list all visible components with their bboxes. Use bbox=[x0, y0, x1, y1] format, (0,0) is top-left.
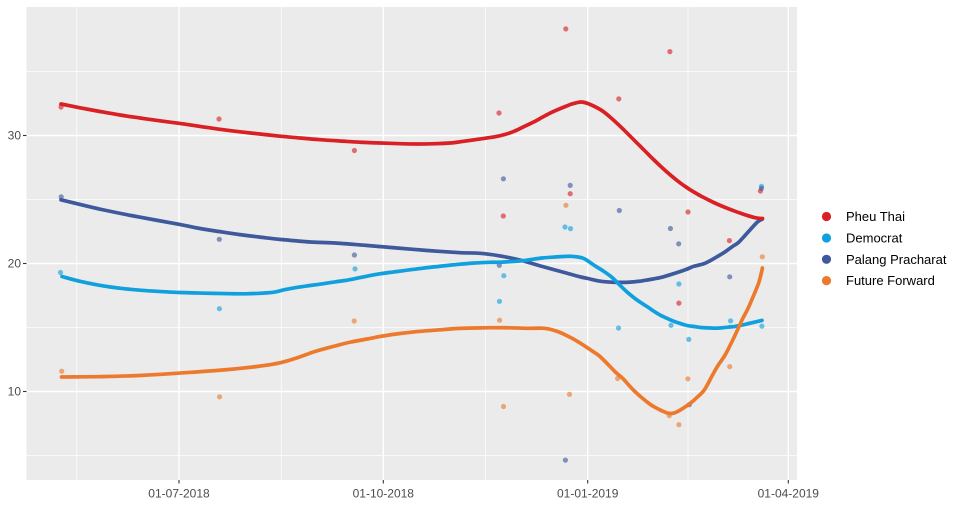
svg-text:Democrat: Democrat bbox=[846, 231, 903, 246]
svg-text:01-01-2019: 01-01-2019 bbox=[557, 487, 619, 501]
svg-text:01-07-2018: 01-07-2018 bbox=[148, 487, 210, 501]
svg-text:20: 20 bbox=[8, 257, 22, 271]
svg-text:Pheu Thai: Pheu Thai bbox=[846, 209, 905, 224]
svg-text:Palang Pracharat: Palang Pracharat bbox=[846, 252, 947, 267]
svg-text:Future Forward: Future Forward bbox=[846, 273, 935, 288]
svg-text:01-10-2018: 01-10-2018 bbox=[353, 487, 415, 501]
svg-text:10: 10 bbox=[8, 385, 22, 399]
svg-text:30: 30 bbox=[8, 129, 22, 143]
svg-text:01-04-2019: 01-04-2019 bbox=[758, 487, 820, 501]
